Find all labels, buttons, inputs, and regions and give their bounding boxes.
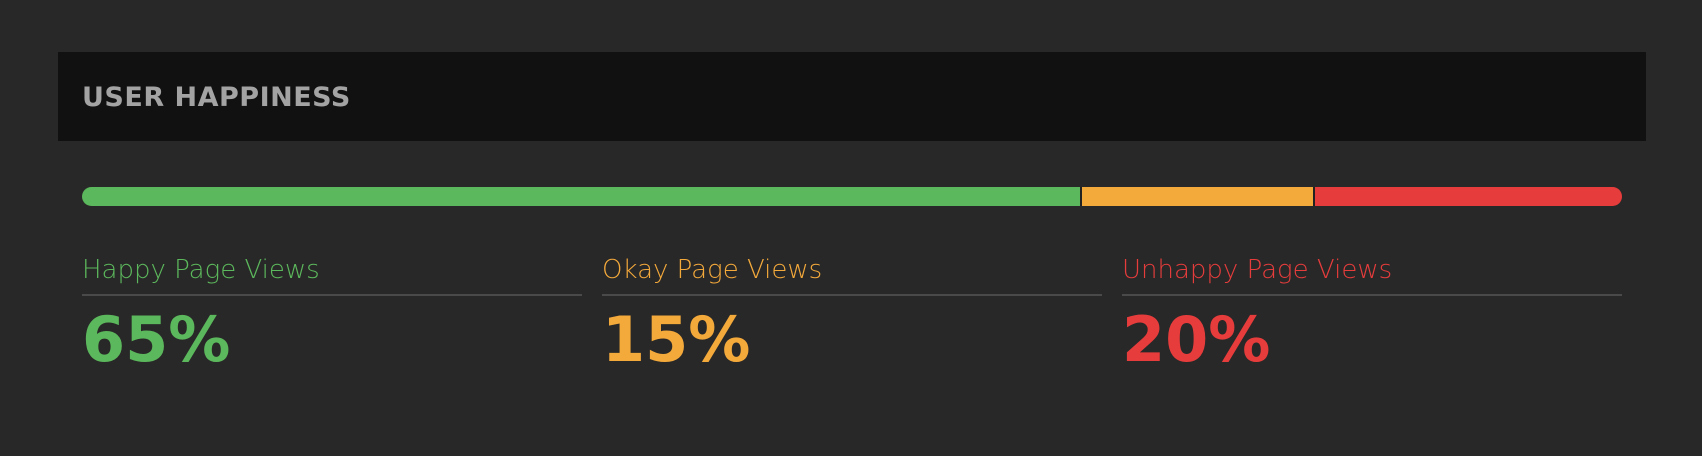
okay-segment (1080, 187, 1313, 206)
panel-title: USER HAPPINESS (82, 82, 351, 113)
okay-value: 15% (602, 303, 751, 376)
okay-label: Okay Page Views (602, 250, 1102, 296)
okay-metric: Okay Page Views 15% (602, 250, 1102, 376)
happy-metric: Happy Page Views 65% (82, 250, 582, 376)
unhappy-label: Unhappy Page Views (1122, 250, 1622, 296)
unhappy-value: 20% (1122, 303, 1271, 376)
happy-segment (82, 187, 1081, 206)
happy-value: 65% (82, 303, 231, 376)
panel-header: USER HAPPINESS (58, 52, 1646, 141)
happiness-bar (82, 187, 1622, 206)
unhappy-segment (1312, 187, 1622, 206)
unhappy-metric: Unhappy Page Views 20% (1122, 250, 1622, 376)
happy-label: Happy Page Views (82, 250, 582, 296)
